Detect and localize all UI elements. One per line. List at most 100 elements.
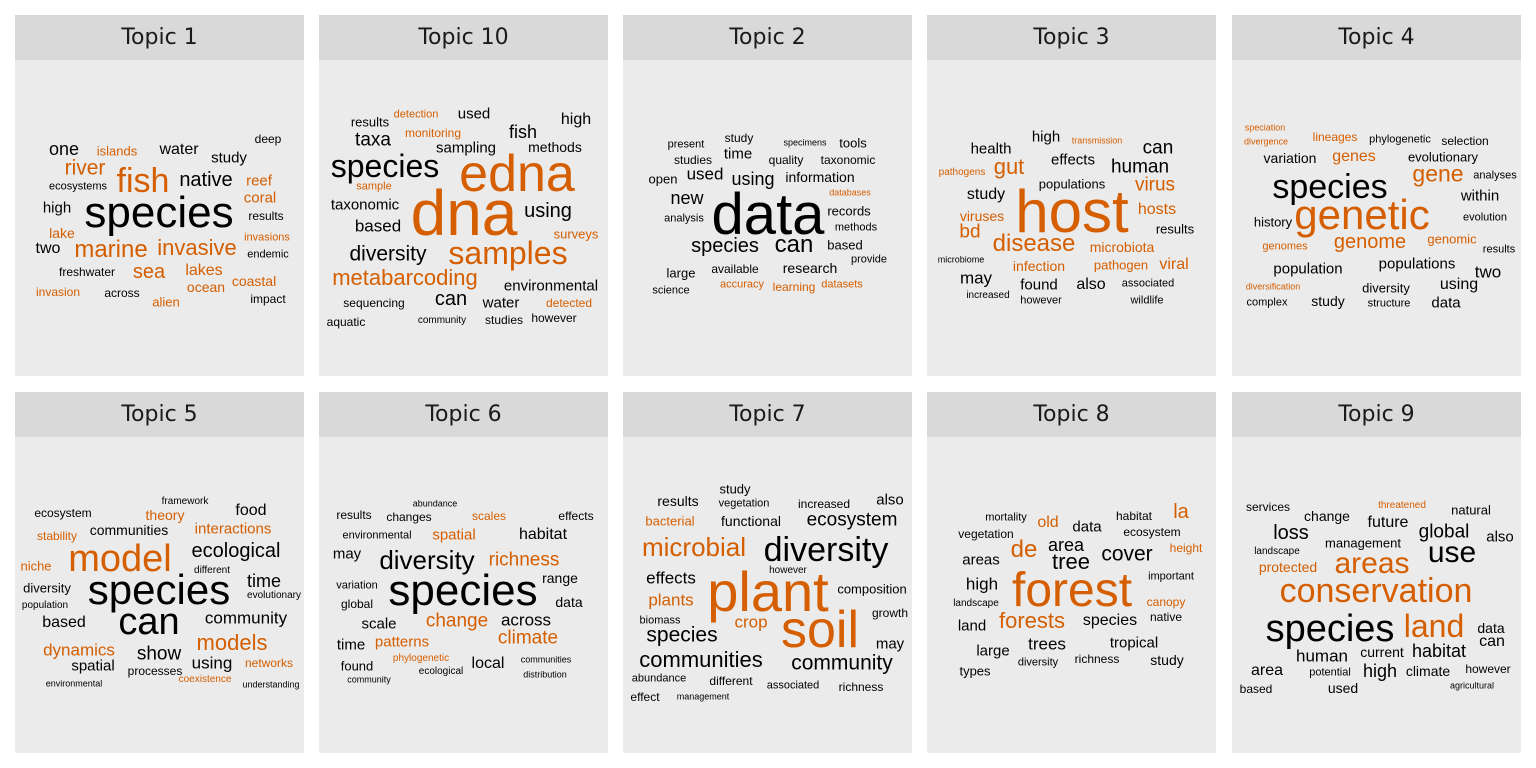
cloud-word: change	[425, 610, 489, 632]
word-cloud: species conservation areas land use global los…	[1232, 437, 1521, 753]
cloud-word: change	[1304, 508, 1350, 524]
cloud-word: threatened	[1378, 500, 1426, 511]
cloud-word: population	[21, 600, 69, 611]
facet-title: Topic 9	[1338, 402, 1415, 427]
cloud-word: research	[782, 260, 838, 276]
facet-title: Topic 2	[729, 25, 806, 50]
cloud-word: used	[457, 105, 491, 123]
facet-panel: Topic 9 species conservation areas land use gl…	[1232, 392, 1521, 753]
facet-title: Topic 8	[1033, 402, 1110, 427]
facet-strip: Topic 5	[15, 392, 304, 437]
facet-title: Topic 4	[1338, 25, 1415, 50]
cloud-word: large	[666, 265, 696, 281]
cloud-word: lake	[49, 225, 75, 241]
cloud-word: diversity	[1017, 656, 1059, 669]
cloud-word: bd	[959, 221, 981, 243]
word-cloud: dna edna species samples metabarcoding divers…	[319, 60, 608, 376]
cloud-word: two	[1474, 262, 1502, 282]
cloud-word: patterns	[374, 633, 430, 651]
cloud-word: species	[388, 566, 538, 615]
cloud-word: vegetation	[958, 527, 1014, 541]
cloud-word: history	[1253, 214, 1293, 230]
cloud-word: coral	[243, 189, 277, 207]
cloud-word: species	[691, 235, 759, 257]
cloud-word: variation	[336, 579, 378, 592]
facet-panel: Topic 4 genetic species gene genome genes vari…	[1232, 15, 1521, 376]
cloud-word: taxonomic	[820, 153, 876, 167]
cloud-word: can	[1142, 137, 1174, 159]
cloud-word: pathogen	[1093, 257, 1149, 273]
cloud-word: data	[1431, 294, 1461, 312]
cloud-word: results	[1155, 221, 1195, 237]
cloud-word: monitoring	[404, 126, 462, 140]
cloud-word: pathogens	[938, 167, 986, 178]
cloud-word: databases	[829, 187, 871, 198]
cloud-word: methods	[834, 221, 878, 234]
cloud-word: associated	[766, 679, 820, 692]
word-cloud: host disease gut virus human can hosts bd viruse…	[927, 60, 1216, 376]
facet-strip: Topic 9	[1232, 392, 1521, 437]
cloud-word: area	[1250, 662, 1284, 679]
cloud-word: habitat	[518, 526, 568, 543]
cloud-word: populations	[1038, 176, 1106, 192]
cloud-word: study	[719, 481, 751, 497]
cloud-word: microbiome	[937, 254, 985, 265]
cloud-word: lakes	[185, 262, 223, 279]
cloud-word: results	[350, 114, 390, 130]
cloud-word: forest	[1011, 564, 1133, 617]
cloud-word: detection	[393, 108, 439, 121]
facet-title: Topic 5	[121, 402, 198, 427]
cloud-word: found	[340, 658, 374, 674]
cloud-word: environmental	[342, 529, 412, 542]
cloud-word: using	[191, 653, 233, 673]
word-cloud: plant soil diversity microbial communities co…	[623, 437, 912, 753]
cloud-word: global	[1418, 521, 1470, 543]
cloud-word: native	[1149, 610, 1183, 624]
cloud-word: infection	[1012, 258, 1066, 274]
cloud-word: scale	[361, 615, 397, 633]
cloud-word: high	[42, 199, 72, 217]
cloud-word: coexistence	[178, 674, 232, 685]
cloud-word: river	[64, 156, 106, 180]
cloud-word: framework	[161, 496, 209, 507]
cloud-word: results	[657, 493, 699, 509]
facet-strip: Topic 4	[1232, 15, 1521, 60]
word-cloud: genetic species gene genome genes variation li…	[1232, 60, 1521, 376]
cloud-word: fish	[116, 162, 170, 200]
cloud-word: ecosystems	[48, 180, 108, 193]
cloud-word: can	[118, 601, 180, 643]
cloud-word: sequencing	[343, 296, 405, 310]
cloud-word: variation	[1263, 150, 1317, 166]
cloud-word: used	[1327, 680, 1359, 696]
cloud-word: learning	[772, 280, 816, 294]
cloud-word: mortality	[985, 511, 1027, 524]
cloud-word: ecosystem	[806, 509, 898, 531]
cloud-word: may	[332, 545, 362, 563]
cloud-word: viruses	[959, 208, 1005, 224]
cloud-word: one	[48, 139, 80, 159]
facet-strip: Topic 6	[319, 392, 608, 437]
cloud-word: analyses	[1473, 169, 1517, 182]
cloud-word: forests	[998, 608, 1066, 633]
cloud-word: landscape	[953, 598, 999, 609]
cloud-word: reef	[246, 172, 272, 190]
cloud-word: plants	[648, 590, 694, 610]
cloud-word: climate	[497, 627, 559, 649]
cloud-word: species	[87, 566, 231, 613]
cloud-word: biomass	[639, 614, 681, 627]
cloud-word: species	[1082, 612, 1138, 629]
cloud-word: increased	[966, 290, 1010, 301]
cloud-word: models	[196, 630, 268, 655]
cloud-word: diversity	[763, 531, 889, 569]
cloud-word: species	[84, 188, 234, 237]
cloud-word: freshwater	[58, 265, 116, 279]
cloud-word: host	[1015, 178, 1129, 245]
cloud-word: data	[711, 182, 825, 247]
cloud-word: time	[336, 636, 366, 654]
cloud-word: effects	[1051, 151, 1095, 169]
cloud-word: methods	[528, 139, 582, 155]
cloud-word: loss	[1273, 522, 1309, 544]
cloud-word: vegetation	[718, 497, 770, 510]
cloud-word: sampling	[435, 139, 497, 157]
cloud-word: also	[876, 491, 904, 509]
